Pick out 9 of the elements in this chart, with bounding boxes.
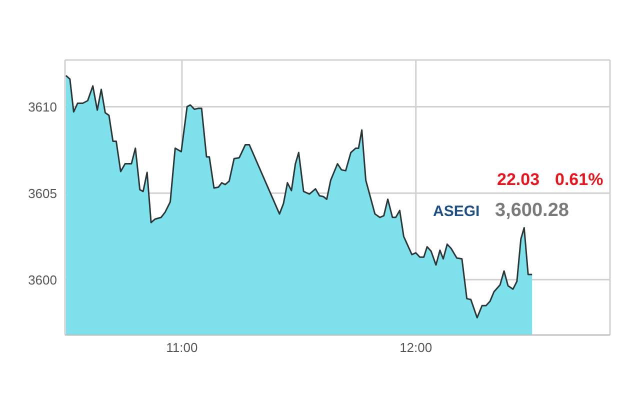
x-tick-label: 12:00 <box>400 340 432 356</box>
y-tick-label: 3610 <box>28 99 57 114</box>
annotation: 22.03 <box>497 170 540 190</box>
x-tick-label: 11:00 <box>166 340 198 356</box>
y-tick-label: 3600 <box>28 272 57 288</box>
annotation: 0.61% <box>555 170 604 190</box>
annotation: 3,600.28 <box>495 200 569 222</box>
annotation: ASEGI <box>433 203 480 220</box>
y-tick-label: 3605 <box>28 186 57 201</box>
